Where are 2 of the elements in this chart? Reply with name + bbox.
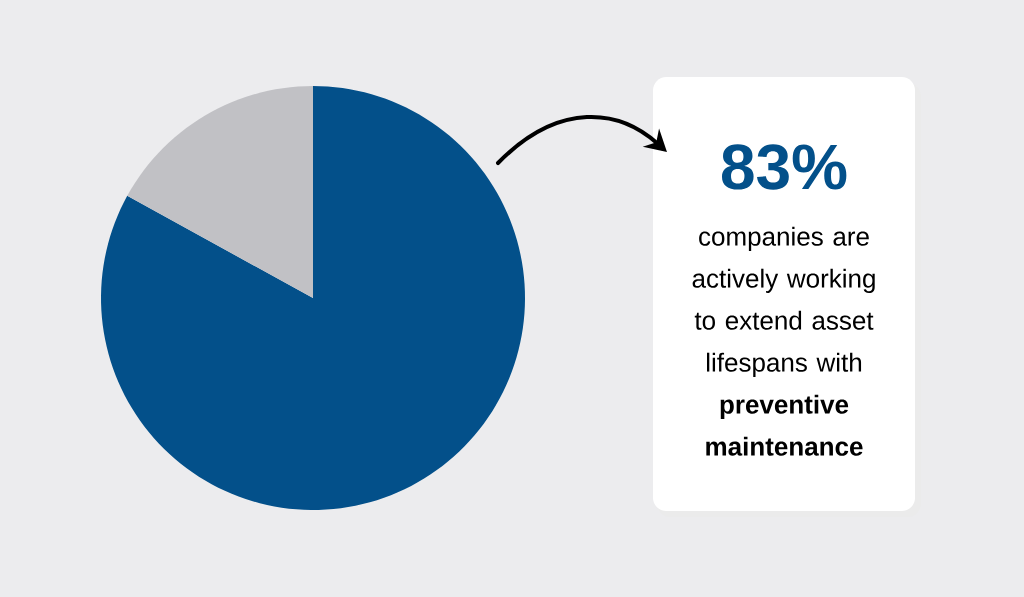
text: 83% [721, 144, 847, 190]
text: companies are actively working to extend asset lifespans with preventive maintenance [692, 226, 875, 456]
